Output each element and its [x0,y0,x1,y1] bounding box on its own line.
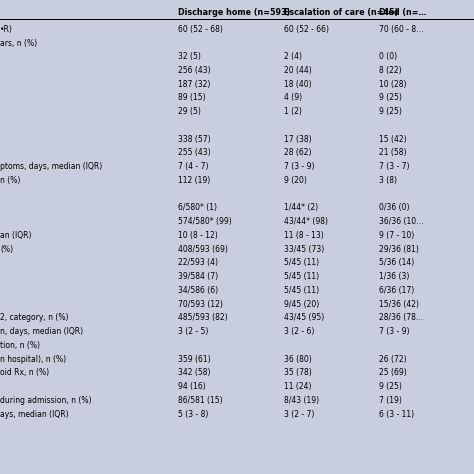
Text: 60 (52 - 66): 60 (52 - 66) [284,25,329,34]
Text: 60 (52 - 68): 60 (52 - 68) [178,25,223,34]
Text: 70/593 (12): 70/593 (12) [178,300,223,309]
Text: 485/593 (82): 485/593 (82) [178,313,228,322]
Text: n hospital), n (%): n hospital), n (%) [0,355,66,364]
Text: 29/36 (81): 29/36 (81) [379,245,419,254]
Text: 26 (72): 26 (72) [379,355,407,364]
Text: 36/36 (10…: 36/36 (10… [379,217,424,226]
Text: 1/36 (3): 1/36 (3) [379,272,410,281]
Text: 25 (69): 25 (69) [379,368,407,377]
Text: 342 (58): 342 (58) [178,368,210,377]
Text: 1 (2): 1 (2) [284,107,302,116]
Text: 70 (60 - 8…: 70 (60 - 8… [379,25,424,34]
Text: 5/45 (11): 5/45 (11) [284,272,319,281]
Text: 36 (80): 36 (80) [284,355,312,364]
Text: 94 (16): 94 (16) [178,382,206,391]
Text: 11 (8 - 13): 11 (8 - 13) [284,231,324,240]
Text: Escalation of care (n=45): Escalation of care (n=45) [284,8,399,17]
Text: 43/44* (98): 43/44* (98) [284,217,328,226]
Text: 32 (5): 32 (5) [178,52,201,61]
Text: 3 (2 - 7): 3 (2 - 7) [284,410,315,419]
Text: an (IQR): an (IQR) [0,231,31,240]
Text: •R): •R) [0,25,13,34]
Text: 187 (32): 187 (32) [178,80,210,89]
Text: 11 (24): 11 (24) [284,382,312,391]
Text: 0/36 (0): 0/36 (0) [379,203,410,212]
Text: 7 (19): 7 (19) [379,396,402,405]
Text: 34/586 (6): 34/586 (6) [178,286,218,295]
Text: 9 (20): 9 (20) [284,176,307,185]
Text: 9/45 (20): 9/45 (20) [284,300,319,309]
Text: 5 (3 - 8): 5 (3 - 8) [178,410,208,419]
Text: 3 (2 - 5): 3 (2 - 5) [178,327,208,336]
Text: 255 (43): 255 (43) [178,148,210,157]
Text: 7 (4 - 7): 7 (4 - 7) [178,162,208,171]
Text: ptoms, days, median (IQR): ptoms, days, median (IQR) [0,162,102,171]
Text: n (%): n (%) [0,176,20,185]
Text: 7 (3 - 9): 7 (3 - 9) [284,162,315,171]
Text: 7 (3 - 9): 7 (3 - 9) [379,327,410,336]
Text: 43/45 (95): 43/45 (95) [284,313,325,322]
Text: 89 (15): 89 (15) [178,93,205,102]
Text: 21 (58): 21 (58) [379,148,407,157]
Text: 5/36 (14): 5/36 (14) [379,258,414,267]
Text: 17 (38): 17 (38) [284,135,312,144]
Text: 8 (22): 8 (22) [379,66,402,75]
Text: 6/36 (17): 6/36 (17) [379,286,414,295]
Text: 256 (43): 256 (43) [178,66,210,75]
Text: 5/45 (11): 5/45 (11) [284,286,319,295]
Text: 3 (8): 3 (8) [379,176,397,185]
Text: 9 (25): 9 (25) [379,93,402,102]
Text: ars, n (%): ars, n (%) [0,38,37,47]
Text: 4 (9): 4 (9) [284,93,302,102]
Text: 7 (3 - 7): 7 (3 - 7) [379,162,410,171]
Text: (%): (%) [0,245,13,254]
Text: 9 (7 - 10): 9 (7 - 10) [379,231,414,240]
Text: 408/593 (69): 408/593 (69) [178,245,228,254]
Text: 338 (57): 338 (57) [178,135,210,144]
Text: 28/36 (78…: 28/36 (78… [379,313,424,322]
Text: 2, category, n (%): 2, category, n (%) [0,313,69,322]
Text: 359 (61): 359 (61) [178,355,210,364]
Text: 22/593 (4): 22/593 (4) [178,258,218,267]
Text: 29 (5): 29 (5) [178,107,201,116]
Text: 8/43 (19): 8/43 (19) [284,396,319,405]
Text: 10 (28): 10 (28) [379,80,407,89]
Text: 28 (62): 28 (62) [284,148,312,157]
Text: 0 (0): 0 (0) [379,52,397,61]
Text: 18 (40): 18 (40) [284,80,312,89]
Text: 39/584 (7): 39/584 (7) [178,272,218,281]
Text: 35 (78): 35 (78) [284,368,312,377]
Text: tion, n (%): tion, n (%) [0,341,40,350]
Text: 112 (19): 112 (19) [178,176,210,185]
Text: 2 (4): 2 (4) [284,52,302,61]
Text: 6/580* (1): 6/580* (1) [178,203,217,212]
Text: 5/45 (11): 5/45 (11) [284,258,319,267]
Text: 15/36 (42): 15/36 (42) [379,300,419,309]
Text: 574/580* (99): 574/580* (99) [178,217,231,226]
Text: 20 (44): 20 (44) [284,66,312,75]
Text: 1/44* (2): 1/44* (2) [284,203,319,212]
Text: 10 (8 - 12): 10 (8 - 12) [178,231,218,240]
Text: during admission, n (%): during admission, n (%) [0,396,91,405]
Text: 86/581 (15): 86/581 (15) [178,396,222,405]
Text: oid Rx, n (%): oid Rx, n (%) [0,368,49,377]
Text: n, days, median (IQR): n, days, median (IQR) [0,327,83,336]
Text: 9 (25): 9 (25) [379,107,402,116]
Text: 33/45 (73): 33/45 (73) [284,245,325,254]
Text: Died (n=…: Died (n=… [379,8,427,17]
Text: 15 (42): 15 (42) [379,135,407,144]
Text: 9 (25): 9 (25) [379,382,402,391]
Text: Discharge home (n=593): Discharge home (n=593) [178,8,290,17]
Text: 6 (3 - 11): 6 (3 - 11) [379,410,414,419]
Text: 3 (2 - 6): 3 (2 - 6) [284,327,315,336]
Text: ays, median (IQR): ays, median (IQR) [0,410,69,419]
